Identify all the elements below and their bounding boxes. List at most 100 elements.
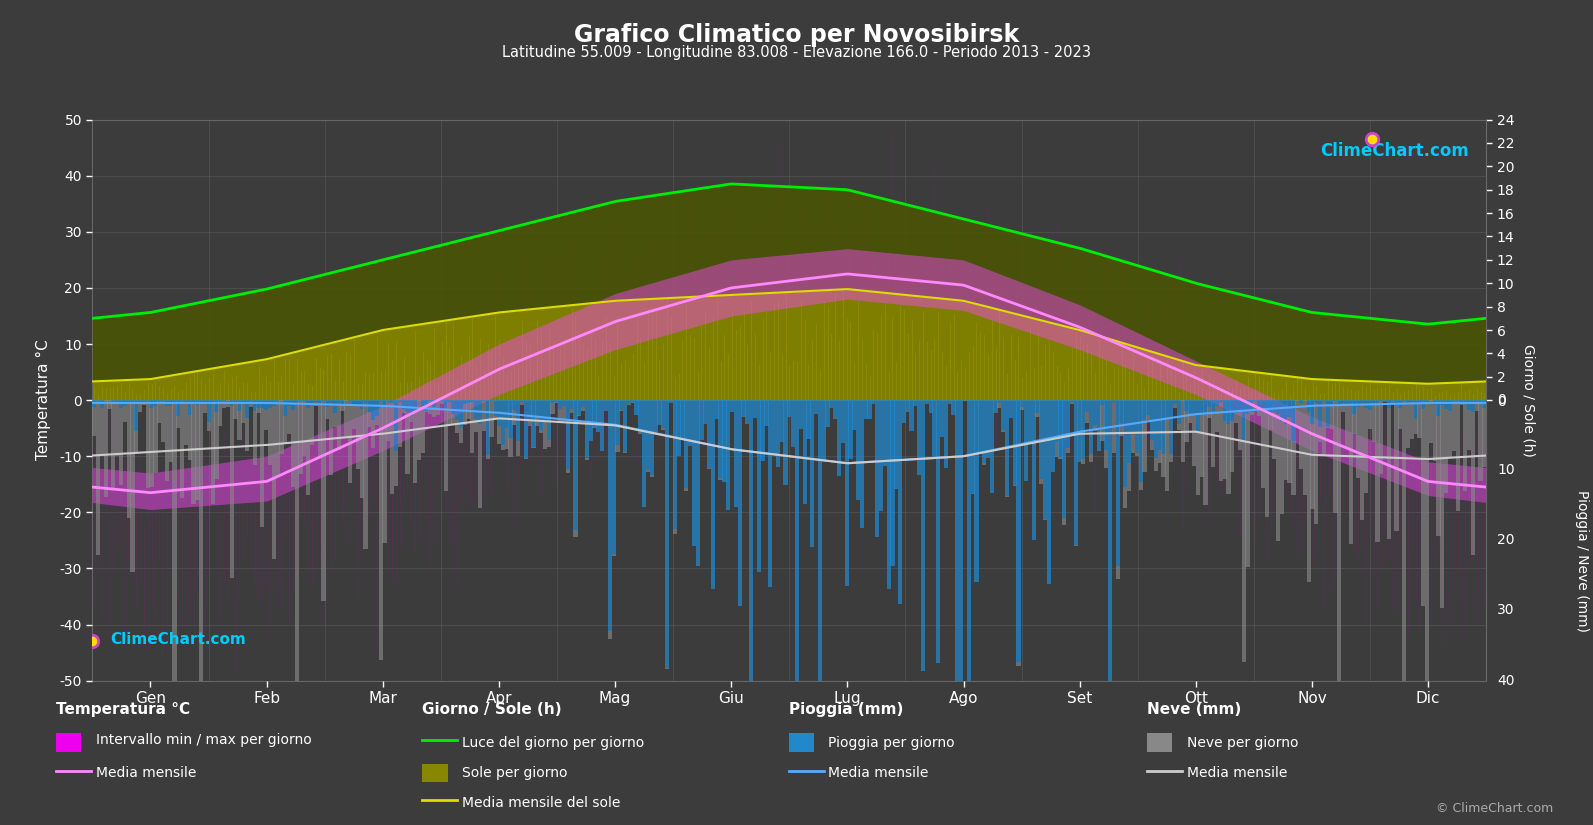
Bar: [494, 400, 497, 417]
Bar: [1330, 404, 1333, 429]
Bar: [150, 400, 153, 408]
Bar: [150, 408, 153, 487]
Bar: [1066, 448, 1070, 453]
Bar: [142, 400, 147, 403]
Bar: [696, 400, 699, 567]
Bar: [1268, 400, 1273, 414]
Bar: [292, 400, 295, 410]
Bar: [860, 400, 863, 527]
Bar: [134, 431, 139, 452]
Bar: [585, 458, 589, 460]
Bar: [215, 400, 218, 412]
Bar: [401, 400, 406, 408]
Bar: [519, 400, 524, 403]
Bar: [1467, 400, 1472, 410]
Bar: [440, 402, 444, 404]
Text: ClimeChart.com: ClimeChart.com: [1321, 142, 1469, 160]
Bar: [226, 400, 229, 407]
Bar: [623, 400, 628, 452]
Bar: [1090, 454, 1093, 462]
Bar: [489, 400, 494, 401]
Bar: [497, 427, 502, 444]
Bar: [639, 432, 642, 434]
Bar: [241, 403, 245, 423]
Bar: [1166, 400, 1169, 419]
Bar: [333, 400, 338, 413]
Bar: [249, 401, 253, 407]
Bar: [650, 475, 655, 477]
Bar: [1227, 400, 1231, 424]
Bar: [741, 400, 746, 417]
Bar: [1219, 400, 1223, 402]
Bar: [1325, 400, 1330, 427]
Bar: [937, 400, 940, 663]
Bar: [1368, 410, 1372, 429]
Bar: [634, 400, 639, 415]
Bar: [1298, 400, 1303, 403]
Bar: [593, 427, 597, 428]
Bar: [746, 400, 749, 424]
Text: © ClimeChart.com: © ClimeChart.com: [1435, 802, 1553, 815]
Bar: [871, 400, 876, 404]
Bar: [314, 400, 319, 402]
Bar: [268, 400, 272, 408]
Bar: [191, 403, 196, 504]
Bar: [1120, 400, 1123, 422]
Bar: [1200, 400, 1204, 412]
Bar: [734, 400, 738, 507]
Bar: [566, 469, 570, 473]
Bar: [1188, 412, 1193, 423]
Bar: [508, 437, 513, 457]
Bar: [1432, 400, 1437, 405]
Bar: [311, 400, 314, 404]
Bar: [1063, 400, 1066, 518]
Bar: [645, 470, 650, 472]
Bar: [833, 400, 838, 419]
Bar: [1437, 416, 1440, 536]
Bar: [1344, 400, 1349, 403]
Bar: [1349, 400, 1352, 403]
Bar: [1123, 487, 1128, 508]
Bar: [726, 400, 730, 510]
Bar: [661, 427, 666, 430]
Bar: [570, 400, 573, 408]
Bar: [1478, 400, 1483, 402]
Bar: [516, 441, 521, 455]
Bar: [417, 400, 421, 460]
Bar: [722, 400, 726, 482]
Bar: [1273, 412, 1276, 460]
Bar: [1101, 400, 1104, 405]
Bar: [558, 400, 562, 409]
Bar: [1322, 401, 1325, 454]
Bar: [1112, 400, 1117, 403]
Bar: [524, 400, 527, 459]
Bar: [948, 400, 953, 404]
Bar: [92, 400, 97, 408]
Bar: [1077, 400, 1082, 462]
Text: Media mensile del sole: Media mensile del sole: [462, 796, 620, 810]
Bar: [1407, 405, 1410, 448]
Bar: [107, 400, 112, 409]
Bar: [1268, 414, 1273, 430]
Bar: [765, 400, 768, 426]
Bar: [798, 400, 803, 429]
Bar: [551, 403, 554, 414]
Text: Pioggia / Neve (mm): Pioggia / Neve (mm): [1575, 490, 1588, 632]
Bar: [1063, 518, 1066, 525]
Bar: [119, 400, 123, 408]
Bar: [1134, 453, 1139, 455]
Bar: [1058, 457, 1063, 459]
Bar: [393, 450, 398, 486]
Bar: [1440, 400, 1445, 405]
Bar: [577, 415, 581, 416]
Bar: [1341, 400, 1344, 403]
Bar: [875, 400, 879, 537]
Bar: [325, 407, 330, 419]
Bar: [612, 554, 616, 556]
Bar: [1265, 408, 1268, 517]
Bar: [363, 403, 368, 549]
Bar: [631, 402, 636, 403]
Bar: [703, 400, 707, 424]
Bar: [1440, 405, 1445, 608]
Bar: [352, 405, 357, 429]
